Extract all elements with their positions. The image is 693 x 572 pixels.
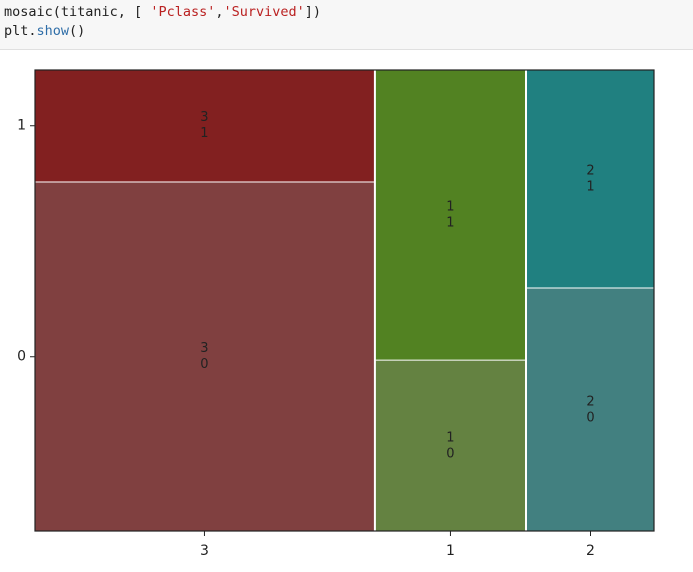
tile-label: 3 xyxy=(200,341,208,356)
tile-label: 1 xyxy=(586,179,594,194)
tile-label: 1 xyxy=(446,199,454,214)
code-token: 'Survived' xyxy=(223,4,305,20)
code-token: mosaic(titanic, [ xyxy=(4,4,151,20)
mosaic-tile xyxy=(35,182,374,531)
tile-label: 2 xyxy=(586,394,594,409)
tile-label: 0 xyxy=(586,410,594,425)
tile-label: 1 xyxy=(446,215,454,230)
y-tick-label: 0 xyxy=(17,349,26,365)
y-tick-label: 1 xyxy=(17,118,26,134)
code-token: ]) xyxy=(304,4,322,20)
code-line: mosaic(titanic, [ 'Pclass','Survived']) xyxy=(4,3,693,22)
mosaic-tile xyxy=(375,70,525,360)
code-token: plt xyxy=(4,23,29,39)
tile-label: 0 xyxy=(446,446,454,461)
mosaic-tile xyxy=(526,70,654,288)
x-tick-label: 2 xyxy=(586,543,595,559)
code-line: plt.show() xyxy=(4,22,693,41)
tile-label: 1 xyxy=(200,126,208,141)
code-token: 'Pclass' xyxy=(150,4,216,20)
code-token: , xyxy=(215,4,224,20)
x-tick-label: 1 xyxy=(446,543,455,559)
mosaic-tile xyxy=(35,70,374,182)
code-cell: mosaic(titanic, [ 'Pclass','Survived']) … xyxy=(0,0,693,50)
tile-label: 2 xyxy=(586,163,594,178)
code-token: show xyxy=(36,23,70,39)
mosaic-tile xyxy=(526,288,654,531)
code-token: . xyxy=(28,23,37,39)
tile-label: 0 xyxy=(200,357,208,372)
code-token: () xyxy=(69,23,86,39)
x-tick-label: 3 xyxy=(200,543,209,559)
tile-label: 3 xyxy=(200,110,208,125)
mosaic-tile xyxy=(375,360,525,531)
plot-frame xyxy=(34,69,655,532)
tile-label: 1 xyxy=(446,430,454,445)
